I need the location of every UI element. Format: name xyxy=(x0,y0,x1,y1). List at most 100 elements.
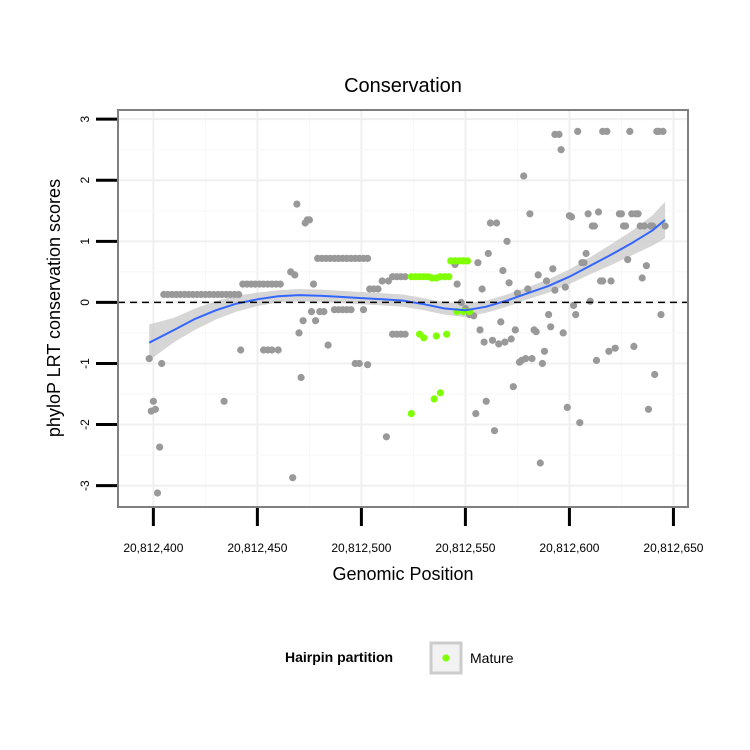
point-other-113 xyxy=(499,267,507,275)
point-other-82 xyxy=(374,285,382,293)
point-other-27 xyxy=(237,346,245,354)
point-other-171 xyxy=(624,256,632,264)
point-other-5 xyxy=(156,443,164,451)
point-other-79 xyxy=(364,361,372,369)
point-other-141 xyxy=(557,146,565,154)
point-other-150 xyxy=(576,419,584,427)
x-tick-label-4: 20,812,600 xyxy=(539,541,599,555)
legend-label-mature: Mature xyxy=(470,650,514,666)
point-other-77 xyxy=(355,359,363,368)
point-other-25 xyxy=(235,290,243,299)
legend-key-dot xyxy=(442,654,450,662)
x-tick-label-1: 20,812,450 xyxy=(227,541,287,555)
point-other-108 xyxy=(488,336,497,344)
point-other-142 xyxy=(559,329,567,337)
point-other-83 xyxy=(378,277,386,285)
point-other-107 xyxy=(486,219,494,227)
point-other-174 xyxy=(630,342,638,350)
point-other-37 xyxy=(276,280,284,288)
point-mature-12 xyxy=(432,332,440,340)
point-other-184 xyxy=(651,370,659,379)
point-mature-15 xyxy=(430,395,438,403)
point-mature-16 xyxy=(436,389,444,397)
point-other-52 xyxy=(307,308,316,316)
point-other-164 xyxy=(605,347,613,355)
point-other-155 xyxy=(586,297,594,305)
y-axis-title: phyloP LRT conservation scores xyxy=(44,179,64,437)
point-other-84 xyxy=(382,433,390,441)
point-other-103 xyxy=(478,285,486,293)
point-other-109 xyxy=(490,427,499,435)
x-axis-title: Genomic Position xyxy=(332,564,473,584)
point-other-143 xyxy=(561,283,569,291)
point-other-129 xyxy=(532,328,540,336)
point-other-152 xyxy=(580,259,588,267)
point-other-70 xyxy=(324,341,332,349)
point-other-176 xyxy=(634,210,642,218)
x-tick-label-0: 20,812,400 xyxy=(123,541,183,555)
point-other-44 xyxy=(291,271,299,279)
point-other-147 xyxy=(570,301,578,309)
point-other-140 xyxy=(555,130,563,138)
point-other-118 xyxy=(509,383,517,391)
panel-border xyxy=(117,109,689,508)
point-other-45 xyxy=(293,200,301,208)
point-other-132 xyxy=(538,359,547,368)
y-tick-label-3: 0 xyxy=(78,299,92,306)
point-other-170 xyxy=(622,222,630,230)
point-other-43 xyxy=(289,474,297,482)
y-tick-label-1: -2 xyxy=(78,419,92,430)
point-other-179 xyxy=(640,222,648,230)
point-other-154 xyxy=(584,210,592,218)
x-tick-label-5: 20,812,650 xyxy=(643,541,703,555)
point-other-189 xyxy=(661,222,669,230)
point-mature-11 xyxy=(420,334,428,342)
y-tick-label-5: 2 xyxy=(78,177,92,184)
point-other-146 xyxy=(567,213,576,221)
point-other-138 xyxy=(551,286,559,294)
point-other-127 xyxy=(528,355,536,363)
point-other-126 xyxy=(526,210,534,218)
point-other-148 xyxy=(572,311,580,319)
point-other-2 xyxy=(149,397,157,405)
point-other-136 xyxy=(547,323,555,331)
point-other-124 xyxy=(522,355,530,363)
point-other-168 xyxy=(617,210,626,218)
point-other-115 xyxy=(503,237,511,245)
point-other-40 xyxy=(268,346,276,354)
y-axis: -3 -2 -1 0 1 2 3 xyxy=(78,116,117,491)
point-other-111 xyxy=(495,340,503,348)
point-other-135 xyxy=(545,311,553,319)
point-other-133 xyxy=(540,347,549,355)
point-other-41 xyxy=(274,346,282,354)
point-other-180 xyxy=(642,262,651,270)
point-other-100 xyxy=(472,410,480,418)
point-other-46 xyxy=(295,329,303,337)
point-other-112 xyxy=(497,318,505,326)
point-other-172 xyxy=(626,127,634,135)
point-other-51 xyxy=(305,216,313,224)
point-other-178 xyxy=(638,274,646,282)
point-other-4 xyxy=(153,489,162,497)
point-other-130 xyxy=(534,271,542,279)
point-other-75 xyxy=(347,306,355,314)
point-other-131 xyxy=(536,459,544,467)
x-axis: 20,812,400 20,812,450 20,812,500 20,812,550… xyxy=(123,508,704,555)
point-other-114 xyxy=(501,338,509,346)
point-other-163 xyxy=(603,127,611,135)
y-tick-label-6: 3 xyxy=(78,116,92,123)
point-other-161 xyxy=(599,277,607,285)
point-other-159 xyxy=(594,208,603,216)
point-other-0 xyxy=(145,355,153,363)
point-other-165 xyxy=(607,277,615,285)
point-other-102 xyxy=(476,326,484,334)
point-other-67 xyxy=(364,254,372,262)
point-other-149 xyxy=(574,127,582,135)
point-other-3 xyxy=(151,405,159,413)
legend: Hairpin partition Mature xyxy=(285,641,514,675)
y-tick-label-0: -3 xyxy=(78,480,92,491)
legend-title: Hairpin partition xyxy=(285,649,393,665)
x-tick-label-3: 20,812,550 xyxy=(435,541,495,555)
point-mature-9 xyxy=(445,273,453,281)
